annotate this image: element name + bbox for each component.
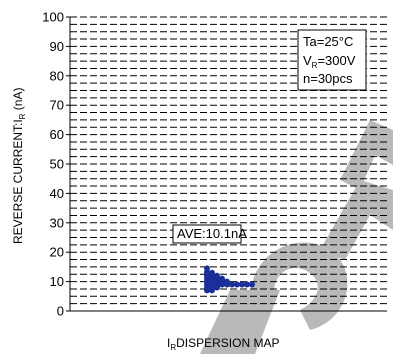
y-tick-label: 10 [50,274,64,289]
data-point [229,281,235,288]
y-tick-label: 90 [50,39,64,54]
y-tick-label: 30 [50,215,64,230]
average-label: AVE:10.1nA [177,226,247,241]
y-tick-label: 70 [50,98,64,113]
y-axis-ticks: 0 10 20 30 40 50 60 70 80 90 100 [42,10,70,319]
watermark-shape [340,120,393,190]
data-point [224,281,230,288]
y-tick-label: 50 [50,157,64,172]
conditions-box: Ta=25°C VR=300V n=30pcs [297,29,367,91]
x-axis-label: IRDISPERSION MAP [167,336,279,352]
y-tick-label: 100 [42,10,64,25]
average-box: AVE:10.1nA [172,224,247,244]
watermark [200,120,393,354]
condition-n: n=30pcs [303,71,353,86]
condition-ta: Ta=25°C [303,34,353,49]
y-axis-label: REVERSE CURRENT:IR (nA) [11,88,27,244]
data-point [239,281,245,288]
watermark-shape [200,290,280,354]
watermark-shape [320,180,393,260]
y-tick-label: 0 [57,304,64,319]
data-point [214,284,220,291]
y-tick-label: 40 [50,186,64,201]
watermark-shape [250,242,348,330]
data-point [209,287,215,294]
data-point [234,281,240,288]
y-tick-label: 20 [50,245,64,260]
data-point [219,281,225,288]
data-points [204,265,255,294]
data-point [204,287,210,294]
condition-vr: VR=300V [303,53,356,70]
data-point [249,281,255,288]
y-tick-label: 80 [50,68,64,83]
data-point [244,281,250,288]
y-tick-label: 60 [50,127,64,142]
